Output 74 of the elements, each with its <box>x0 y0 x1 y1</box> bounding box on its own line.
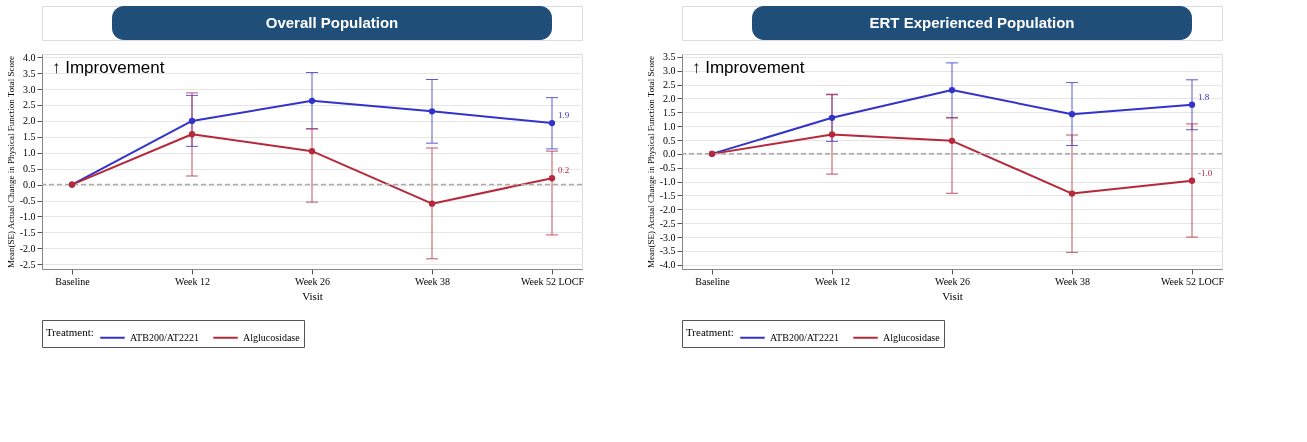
point <box>948 86 956 94</box>
data-label: 1.9 <box>558 110 570 121</box>
y-tick-label: -4.0 <box>659 259 676 271</box>
y-tick-label: -3.5 <box>659 245 676 257</box>
y-tick-label: 1.0 <box>663 120 676 132</box>
y-tick-label: 3.5 <box>23 67 36 79</box>
data-label: -1.0 <box>1198 167 1213 178</box>
x-tick-label: Week 12 <box>814 275 851 287</box>
x-axis-title: Visit <box>942 289 963 302</box>
y-axis-title: Mean(SE) Actual Change in Physical Function Total Score <box>5 56 16 268</box>
y-tick-label: -1.5 <box>659 189 676 201</box>
y-tick-label: -1.5 <box>19 226 36 238</box>
legend-title: Treatment: <box>686 326 734 338</box>
y-tick-label: -1.0 <box>19 210 36 222</box>
point <box>428 108 436 115</box>
data-label: 0.2 <box>558 165 570 176</box>
point <box>1068 190 1076 197</box>
point <box>1068 111 1076 118</box>
y-tick-label: 4.0 <box>23 51 36 63</box>
x-tick-label: Week 38 <box>414 275 451 287</box>
legend-title: Treatment: <box>46 326 94 338</box>
y-tick-label: -2.5 <box>19 258 36 270</box>
y-axis-title: Mean(SE) Actual Change in Physical Function Total Score <box>645 56 656 268</box>
point <box>308 97 316 104</box>
y-tick-label: -0.5 <box>659 162 676 174</box>
legend-label: ATB200/AT2221 <box>770 331 839 343</box>
point <box>1188 101 1196 108</box>
y-tick-label: -2.5 <box>659 217 676 229</box>
legend-label: ATB200/AT2221 <box>130 331 199 343</box>
point <box>1188 177 1196 184</box>
y-tick-label: 2.5 <box>663 79 676 91</box>
y-tick-label: -0.5 <box>19 195 36 207</box>
y-tick-label: 2.0 <box>663 92 676 104</box>
point <box>308 147 316 155</box>
y-tick-label: 0.5 <box>663 134 676 146</box>
point <box>428 200 436 207</box>
y-tick-label: -2.0 <box>19 242 36 254</box>
point <box>948 137 956 144</box>
y-tick-label: -2.0 <box>659 203 676 215</box>
y-tick-label: 2.0 <box>23 115 36 127</box>
y-tick-label: 0.0 <box>23 179 36 191</box>
y-tick-label: -3.0 <box>659 231 676 243</box>
y-tick-label: 1.5 <box>663 106 676 118</box>
y-tick-label: 3.0 <box>663 65 676 77</box>
x-tick-label: Week 12 <box>174 275 211 287</box>
y-tick-label: -1.0 <box>659 176 676 188</box>
y-tick-label: 1.5 <box>23 131 36 143</box>
y-tick-label: 2.5 <box>23 99 36 111</box>
y-tick-label: 1.0 <box>23 147 36 159</box>
point <box>828 114 836 121</box>
x-tick-label: Week 52 LOCF <box>520 275 585 287</box>
point <box>188 131 196 138</box>
y-tick-label: 0.5 <box>23 163 36 175</box>
point <box>548 175 556 182</box>
x-tick-label: Baseline <box>55 275 91 287</box>
legend-label: Alglucosidase <box>883 331 941 343</box>
point <box>548 119 556 127</box>
x-tick-label: Week 26 <box>934 275 971 287</box>
y-tick-label: 3.5 <box>663 51 676 63</box>
x-tick-label: Week 38 <box>1054 275 1091 287</box>
annotation: ↑ Improvement <box>692 58 805 77</box>
point <box>828 131 836 138</box>
annotation: ↑ Improvement <box>52 58 165 77</box>
data-label: 1.8 <box>1198 91 1210 102</box>
y-tick-label: 3.0 <box>23 83 36 95</box>
chart-title: Overall Population <box>265 14 399 31</box>
chart-title: ERT Experienced Population <box>869 14 1075 31</box>
x-tick-label: Week 52 LOCF <box>1160 275 1225 287</box>
point <box>188 117 196 125</box>
x-tick-label: Baseline <box>695 275 731 287</box>
x-axis-title: Visit <box>302 289 323 302</box>
y-tick-label: 0.0 <box>663 148 676 160</box>
legend-label: Alglucosidase <box>243 331 301 343</box>
x-tick-label: Week 26 <box>294 275 331 287</box>
